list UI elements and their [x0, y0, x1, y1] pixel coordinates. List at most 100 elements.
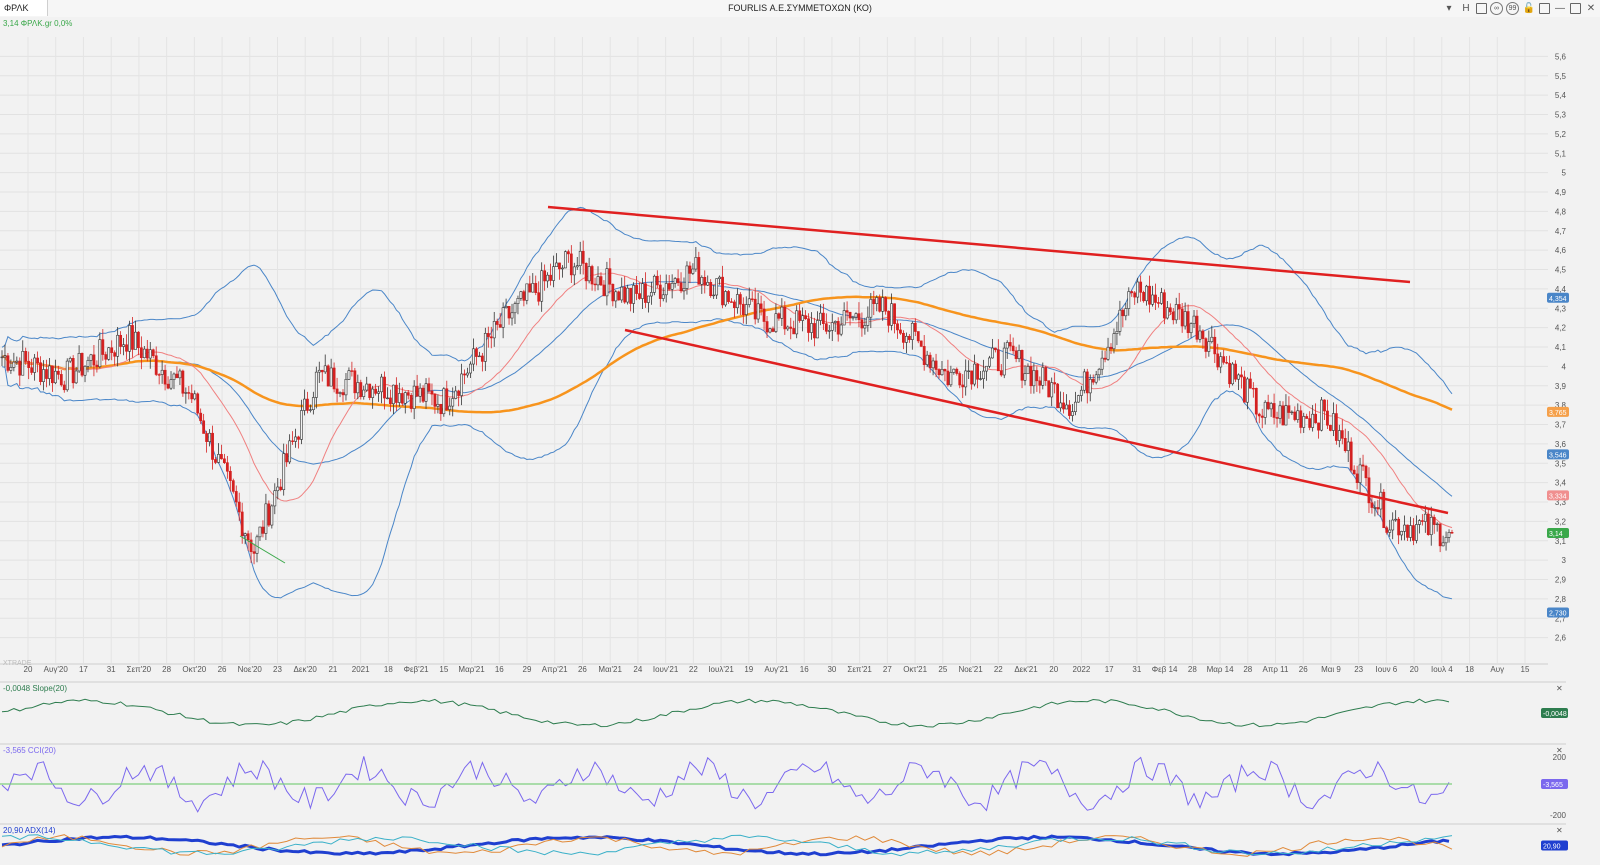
candle-body [377, 391, 380, 394]
price-tag-label: 2,730 [1549, 610, 1567, 617]
candle-body [973, 363, 976, 385]
candle-body [1068, 404, 1071, 416]
candle-body [406, 392, 410, 396]
candle-body [101, 339, 105, 355]
candle-body [1154, 294, 1157, 303]
candle-body [1192, 315, 1196, 324]
price-tag-label: 3,765 [1549, 410, 1567, 417]
link-icon[interactable]: ∞ [1490, 2, 1503, 15]
candle-body [682, 288, 686, 292]
candle-body [1373, 507, 1377, 509]
maximize-icon[interactable] [1570, 3, 1581, 14]
candle-body [332, 367, 336, 390]
candle-body [715, 278, 719, 296]
candle-body [993, 347, 997, 351]
candle-body [433, 393, 437, 407]
candle-body [489, 336, 493, 339]
candle-body [1097, 368, 1101, 376]
candle-body [1100, 357, 1104, 370]
close-icon[interactable]: ✕ [1556, 826, 1563, 835]
close-icon[interactable]: ✕ [1556, 746, 1563, 755]
candle-body [469, 363, 472, 374]
x-tick-label: Νοε'20 [238, 665, 263, 674]
candle-body [1260, 415, 1264, 418]
history-button[interactable]: H [1462, 2, 1470, 14]
candle-body [676, 278, 680, 284]
y-tick-label: 3,2 [1555, 517, 1567, 526]
candle-body [383, 376, 386, 399]
candle-body [667, 283, 671, 290]
candle-body [1234, 363, 1237, 380]
candle-body [611, 283, 615, 302]
y-tick-label: 2,7 [1555, 614, 1567, 623]
candle-body [1441, 542, 1445, 547]
candle-body [273, 490, 277, 507]
candle-body [483, 333, 487, 362]
candle-body [392, 384, 395, 405]
layout-icon[interactable] [1476, 3, 1487, 14]
candle-body [584, 263, 588, 282]
x-tick-label: 20 [1410, 665, 1419, 674]
x-tick-label: Νοε'21 [958, 665, 983, 674]
candle-body [83, 365, 87, 376]
candle-body [89, 354, 93, 361]
dropdown-icon[interactable]: ▾ [1446, 2, 1452, 14]
candle-body [798, 310, 802, 321]
x-tick-label: 18 [384, 665, 393, 674]
cci-legend: -3,565 CCI(20) [3, 746, 56, 755]
candle-body [1302, 416, 1306, 428]
candle-body [1065, 404, 1068, 410]
candle-body [531, 283, 535, 293]
candle-body [480, 355, 484, 362]
candle-body [884, 297, 888, 312]
candle-body [1287, 405, 1291, 413]
candle-body [475, 348, 478, 357]
candle-body [658, 284, 662, 299]
x-tick-label: Σεπ'20 [127, 665, 152, 674]
price-tag [1547, 528, 1569, 538]
candle-body [1198, 330, 1202, 340]
minimize-icon[interactable]: — [1555, 2, 1565, 14]
candle-body [563, 251, 567, 269]
close-icon[interactable]: ✕ [1556, 684, 1563, 693]
candle-body [902, 332, 905, 343]
candle-body [113, 352, 117, 357]
candle-body [1317, 422, 1320, 431]
restore-icon[interactable] [1539, 3, 1550, 14]
candle-body [445, 388, 449, 410]
symbol-tab[interactable]: ΦΡΛΚ [0, 0, 48, 16]
close-icon[interactable]: ✕ [1586, 2, 1596, 14]
candle-body [436, 403, 440, 407]
candle-body [492, 321, 496, 339]
y-tick-label: 4,3 [1555, 304, 1567, 313]
candle-body [1320, 399, 1323, 431]
candle-body [617, 291, 621, 301]
candle-body [1050, 382, 1054, 398]
candle-body [439, 403, 443, 415]
price-tag [1547, 490, 1569, 501]
candle-body [706, 282, 710, 286]
candle-body [946, 370, 950, 386]
candle-body [134, 331, 137, 350]
quote-icon[interactable]: 99 [1506, 2, 1519, 15]
lock-icon[interactable]: 🔓 [1522, 2, 1536, 14]
candle-body [122, 344, 125, 347]
candle-body [1400, 531, 1403, 536]
candle-body [783, 306, 787, 330]
candle-body [48, 365, 51, 379]
candle-body [629, 287, 633, 304]
candle-body [789, 326, 793, 329]
candle-body [777, 313, 781, 319]
cci-tick-label: 200 [1553, 753, 1567, 762]
candle-body [824, 323, 828, 332]
candle-body [228, 470, 232, 481]
candle-body [145, 348, 149, 359]
candle-body [881, 297, 885, 312]
chart-area[interactable]: 2,6 2,7 2,8 2,9 3 3,1 3,2 3,3 3,4 3,5 3,6 3,7 3,8 3,9… [0, 17, 1600, 865]
candle-body [730, 301, 733, 303]
candle-body [1308, 418, 1312, 428]
candle-body [833, 321, 837, 323]
candle-body [516, 298, 520, 304]
candle-body [1412, 525, 1415, 541]
candle-body [827, 330, 831, 332]
